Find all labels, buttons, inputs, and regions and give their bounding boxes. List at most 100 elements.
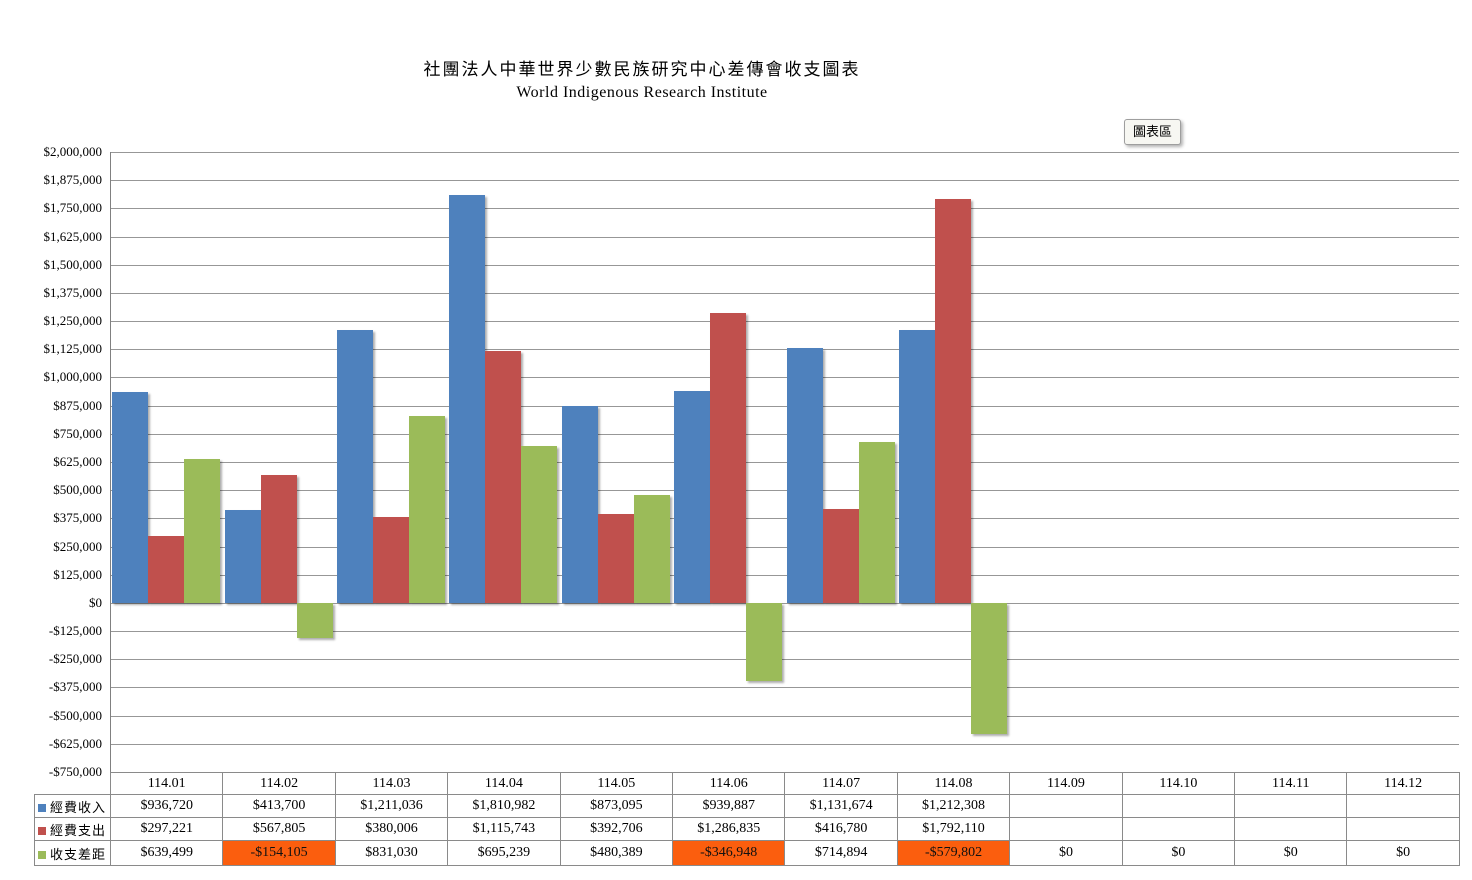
- bar-balance-114.08[interactable]: [971, 602, 1008, 734]
- table-cell-income-114.04: $1,810,982: [447, 794, 561, 818]
- y-axis-tick-label: -$250,000: [48, 651, 102, 667]
- table-cell-income-114.01: $936,720: [109, 794, 224, 818]
- gridline: [110, 743, 1459, 745]
- y-axis-tick-label: $375,000: [53, 510, 102, 526]
- y-axis-tick-label: -$500,000: [48, 707, 102, 723]
- bar-income-114.05[interactable]: [561, 406, 598, 603]
- chart-title-block: 社團法人中華世界少數民族研究中心差傳會收支圖表 World Indigenous…: [0, 58, 1284, 104]
- gridline: [110, 264, 1459, 266]
- table-header-114.10: 114.10: [1121, 772, 1236, 795]
- y-axis-tick-label: $125,000: [53, 566, 102, 582]
- gridline: [110, 602, 1459, 604]
- bar-income-114.01[interactable]: [112, 391, 149, 603]
- table-header-114.11: 114.11: [1234, 772, 1348, 795]
- plot-area[interactable]: [110, 152, 1459, 773]
- bar-expense-114.01[interactable]: [148, 535, 185, 603]
- y-axis-tick-label: $1,625,000: [43, 228, 103, 244]
- table-cell-expense-114.03: $380,006: [334, 817, 449, 841]
- gridline: [110, 321, 1459, 323]
- table-row-balance: 收支差距 $639,499 -$154,105 $831,030 $695,239 $48…: [34, 840, 1460, 866]
- table-header-114.08: 114.08: [896, 772, 1011, 795]
- gridline: [110, 377, 1459, 379]
- gridline: [110, 208, 1459, 210]
- series-name-label: 收支差距: [50, 846, 107, 862]
- y-axis-tick-label: -$750,000: [48, 764, 102, 779]
- table-header-114.12: 114.12: [1346, 772, 1460, 795]
- table-cell-balance-114.01: $639,499: [109, 840, 224, 866]
- gridline: [110, 433, 1459, 435]
- y-axis-tick-label: $250,000: [53, 538, 102, 554]
- bar-expense-114.02[interactable]: [260, 474, 297, 603]
- table-cell-expense-114.06: $1,286,835: [672, 817, 786, 841]
- bar-expense-114.05[interactable]: [597, 514, 634, 603]
- y-axis-tick-label: $0: [89, 594, 102, 610]
- bar-balance-114.06[interactable]: [746, 602, 783, 682]
- legend-swatch-income: [38, 803, 46, 812]
- bar-expense-114.04[interactable]: [485, 351, 522, 603]
- data-table: 114.01 114.02 114.03 114.04 114.05 114.06 114.…: [34, 772, 1460, 866]
- y-axis-tick-label: -$125,000: [48, 623, 102, 639]
- y-axis-tick-label: $1,875,000: [43, 172, 103, 188]
- table-header-114.03: 114.03: [334, 772, 449, 795]
- table-cell-expense-114.01: $297,221: [109, 817, 224, 841]
- gridline: [110, 574, 1459, 576]
- table-header-114.02: 114.02: [222, 772, 336, 795]
- legend-swatch-balance: [38, 850, 46, 859]
- y-axis-tick-label: $2,000,000: [43, 144, 103, 159]
- chart-subtitle[interactable]: World Indigenous Research Institute: [516, 84, 768, 101]
- bar-balance-114.05[interactable]: [633, 494, 670, 603]
- bar-income-114.08[interactable]: [899, 329, 936, 603]
- bar-income-114.02[interactable]: [224, 509, 261, 603]
- bar-balance-114.04[interactable]: [521, 446, 558, 603]
- bar-income-114.06[interactable]: [674, 391, 711, 603]
- table-header-114.05: 114.05: [559, 772, 674, 795]
- table-corner-blank: [35, 773, 111, 795]
- table-row-income: 經費收入 $936,720 $413,700 $1,211,036 $1,810,982…: [34, 794, 1460, 818]
- y-axis-tick-label: -$375,000: [48, 679, 102, 695]
- bar-balance-114.07[interactable]: [858, 441, 895, 603]
- table-cell-income-114.12: [1346, 794, 1460, 818]
- gridline: [110, 659, 1459, 661]
- gridline: [110, 405, 1459, 407]
- table-cell-balance-114.10: $0: [1121, 840, 1236, 866]
- bar-income-114.03[interactable]: [337, 329, 374, 603]
- y-axis-tick-label: $1,750,000: [43, 200, 103, 216]
- table-row-label-balance: 收支差距: [34, 840, 111, 866]
- bar-expense-114.06[interactable]: [710, 312, 747, 603]
- table-cell-balance-114.04: $695,239: [447, 840, 561, 866]
- table-header-114.09: 114.09: [1009, 772, 1123, 795]
- table-cell-expense-114.07: $416,780: [784, 817, 898, 841]
- table-cell-balance-114.09: $0: [1009, 840, 1123, 866]
- gridline: [110, 687, 1459, 689]
- table-header-114.01: 114.01: [109, 772, 224, 795]
- y-axis-tick-label: $1,500,000: [43, 256, 103, 272]
- chart-area-tooltip-label: 圖表區: [1133, 124, 1173, 139]
- bar-expense-114.03[interactable]: [373, 517, 410, 603]
- table-cell-expense-114.10: [1121, 817, 1236, 841]
- table-cell-expense-114.09: [1009, 817, 1123, 841]
- bar-income-114.04[interactable]: [449, 194, 486, 603]
- y-axis-tick-label: $1,125,000: [43, 341, 103, 357]
- bar-balance-114.03[interactable]: [409, 415, 446, 603]
- chart-title[interactable]: 社團法人中華世界少數民族研究中心差傳會收支圖表: [423, 60, 861, 79]
- bar-expense-114.07[interactable]: [822, 508, 859, 603]
- y-axis-tick-label: $750,000: [53, 425, 102, 441]
- table-cell-expense-114.11: [1234, 817, 1348, 841]
- bar-balance-114.01[interactable]: [184, 458, 221, 603]
- table-cell-balance-114.11: $0: [1234, 840, 1348, 866]
- table-cell-balance-114.05: $480,389: [559, 840, 674, 866]
- bar-balance-114.02[interactable]: [296, 602, 333, 638]
- table-cell-income-114.11: [1234, 794, 1348, 818]
- table-cell-balance-114.03: $831,030: [334, 840, 449, 866]
- bar-expense-114.08[interactable]: [935, 198, 972, 603]
- bar-income-114.07[interactable]: [786, 347, 823, 603]
- gridline: [110, 292, 1459, 294]
- gridline: [110, 490, 1459, 492]
- y-axis-tick-label: $1,250,000: [43, 313, 103, 329]
- table-cell-income-114.09: [1009, 794, 1123, 818]
- table-cell-income-114.08: $1,212,308: [896, 794, 1011, 818]
- table-cell-expense-114.05: $392,706: [559, 817, 674, 841]
- y-axis-tick-label: -$625,000: [48, 735, 102, 751]
- legend-swatch-expense: [38, 826, 46, 835]
